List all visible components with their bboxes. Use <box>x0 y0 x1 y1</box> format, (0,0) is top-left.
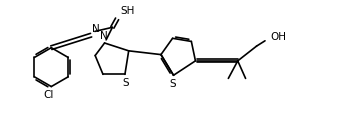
Text: SH: SH <box>120 6 135 16</box>
Text: Cl: Cl <box>44 90 54 100</box>
Text: OH: OH <box>271 32 287 42</box>
Text: N: N <box>92 24 100 34</box>
Text: S: S <box>122 78 129 88</box>
Text: N: N <box>100 31 108 41</box>
Text: S: S <box>170 79 176 89</box>
